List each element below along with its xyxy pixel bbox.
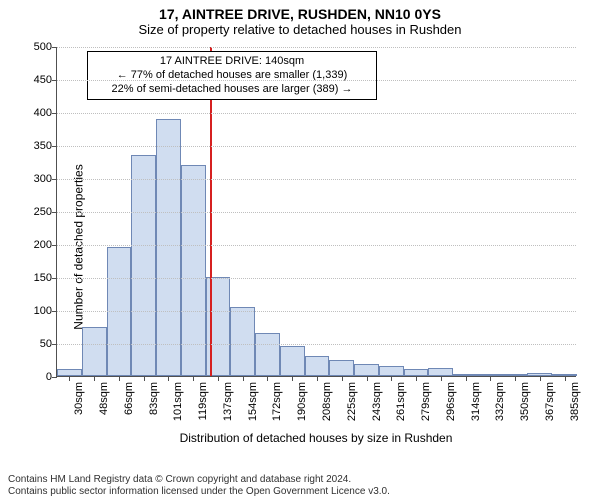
bar [131, 155, 156, 376]
x-tick-label: 243sqm [371, 382, 383, 421]
grid-line [57, 146, 576, 147]
x-tick-mark [540, 376, 541, 381]
x-tick-label: 225sqm [346, 382, 358, 421]
bar [230, 307, 255, 376]
y-tick-mark [52, 377, 57, 378]
y-tick-mark [52, 212, 57, 213]
bar [379, 366, 404, 376]
attribution-line2: Contains public sector information licen… [8, 486, 592, 498]
grid-line [57, 245, 576, 246]
attribution: Contains HM Land Registry data © Crown c… [8, 474, 592, 498]
x-tick-mark [490, 376, 491, 381]
grid-line [57, 344, 576, 345]
bar [206, 277, 231, 376]
bar [280, 346, 305, 376]
bar [428, 368, 453, 376]
x-tick-mark [168, 376, 169, 381]
plot-area: 17 AINTREE DRIVE: 140sqm ← 77% of detach… [56, 47, 576, 377]
x-tick-label: 350sqm [519, 382, 531, 421]
x-tick-mark [466, 376, 467, 381]
grid-line [57, 179, 576, 180]
y-tick-label: 200 [34, 239, 52, 251]
x-tick-mark [94, 376, 95, 381]
x-tick-label: 119sqm [197, 382, 209, 420]
y-tick-label: 50 [40, 338, 52, 350]
x-tick-mark [416, 376, 417, 381]
x-tick-label: 279sqm [420, 382, 432, 421]
chart-title-sub: Size of property relative to detached ho… [0, 22, 600, 37]
grid-line [57, 311, 576, 312]
bar [57, 369, 82, 376]
y-tick-mark [52, 344, 57, 345]
y-tick-label: 400 [34, 107, 52, 119]
x-tick-label: 190sqm [296, 382, 308, 421]
x-tick-label: 332sqm [494, 382, 506, 421]
chart-container: Number of detached properties 17 AINTREE… [0, 37, 600, 457]
grid-line [57, 80, 576, 81]
attribution-line1: Contains HM Land Registry data © Crown c… [8, 474, 592, 486]
x-tick-label: 154sqm [247, 382, 259, 421]
x-tick-mark [565, 376, 566, 381]
bar [82, 327, 107, 377]
x-tick-mark [119, 376, 120, 381]
y-tick-mark [52, 47, 57, 48]
y-tick-mark [52, 146, 57, 147]
grid-line [57, 47, 576, 48]
x-tick-label: 367sqm [544, 382, 556, 421]
y-tick-label: 300 [34, 173, 52, 185]
y-tick-mark [52, 113, 57, 114]
bar [329, 360, 354, 377]
annotation-box: 17 AINTREE DRIVE: 140sqm ← 77% of detach… [87, 51, 377, 100]
y-tick-mark [52, 245, 57, 246]
bar [354, 364, 379, 376]
grid-line [57, 278, 576, 279]
bar [404, 369, 429, 376]
y-tick-label: 500 [34, 41, 52, 53]
x-tick-mark [144, 376, 145, 381]
x-tick-label: 385sqm [569, 382, 581, 421]
x-tick-mark [342, 376, 343, 381]
x-tick-label: 208sqm [321, 382, 333, 421]
y-tick-label: 150 [34, 272, 52, 284]
y-tick-label: 250 [34, 206, 52, 218]
annotation-line1: 17 AINTREE DRIVE: 140sqm [94, 55, 370, 69]
x-tick-label: 101sqm [172, 382, 184, 421]
x-tick-label: 314sqm [470, 382, 482, 421]
y-tick-label: 450 [34, 74, 52, 86]
x-axis-label: Distribution of detached houses by size … [56, 431, 576, 445]
y-tick-mark [52, 80, 57, 81]
y-tick-mark [52, 311, 57, 312]
bar [156, 119, 181, 376]
x-tick-label: 296sqm [445, 382, 457, 421]
x-tick-label: 30sqm [73, 382, 85, 415]
x-tick-label: 66sqm [123, 382, 135, 415]
bar [305, 356, 330, 376]
annotation-line3: 22% of semi-detached houses are larger (… [94, 83, 370, 97]
x-tick-mark [292, 376, 293, 381]
x-tick-mark [267, 376, 268, 381]
x-tick-label: 261sqm [395, 382, 407, 421]
x-tick-label: 172sqm [271, 382, 283, 421]
grid-line [57, 113, 576, 114]
grid-line [57, 212, 576, 213]
x-tick-label: 83sqm [148, 382, 160, 415]
x-tick-mark [218, 376, 219, 381]
y-tick-mark [52, 179, 57, 180]
x-tick-mark [317, 376, 318, 381]
bar [255, 333, 280, 376]
x-tick-mark [367, 376, 368, 381]
x-tick-label: 137sqm [222, 382, 234, 421]
x-tick-mark [441, 376, 442, 381]
y-tick-mark [52, 278, 57, 279]
y-tick-label: 0 [46, 371, 52, 383]
x-tick-mark [69, 376, 70, 381]
x-tick-label: 48sqm [98, 382, 110, 415]
x-tick-mark [515, 376, 516, 381]
x-tick-mark [193, 376, 194, 381]
x-tick-mark [391, 376, 392, 381]
chart-title-main: 17, AINTREE DRIVE, RUSHDEN, NN10 0YS [0, 0, 600, 22]
x-tick-mark [243, 376, 244, 381]
y-tick-label: 350 [34, 140, 52, 152]
y-tick-label: 100 [34, 305, 52, 317]
